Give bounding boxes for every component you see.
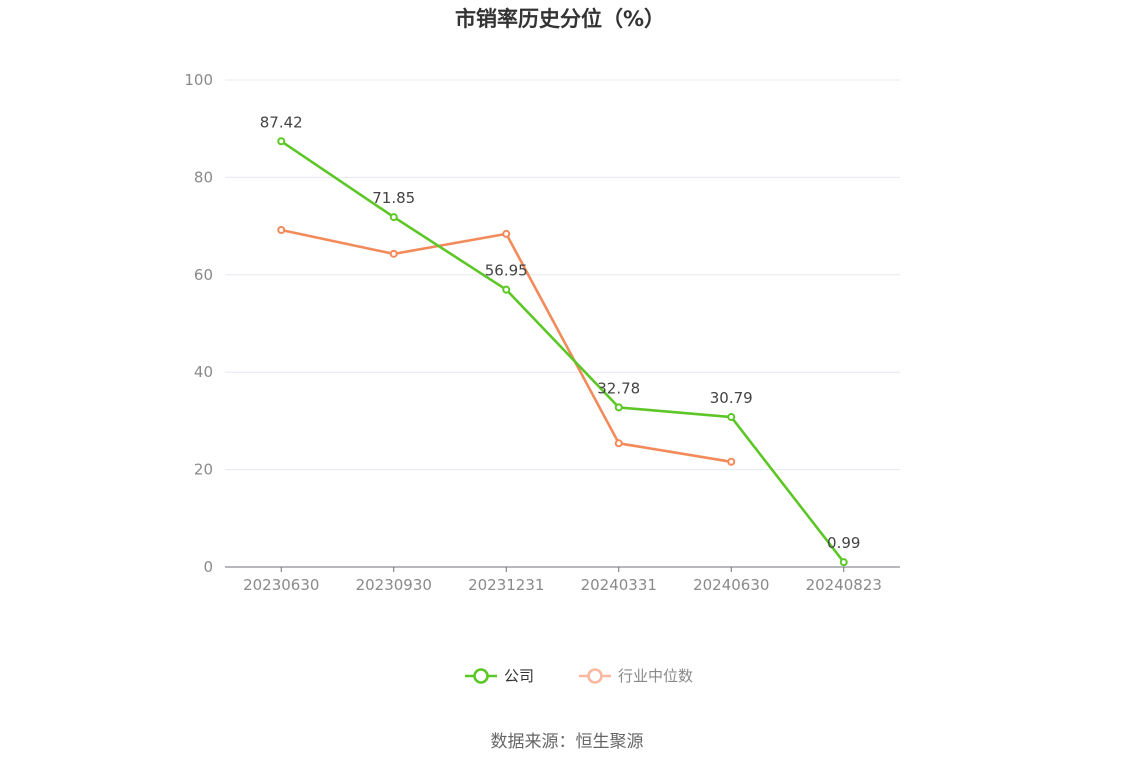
legend-item-1[interactable]: 行业中位数 [579,667,693,685]
data-labels: 87.42 71.85 56.95 32.78 30.79 0.99 [260,113,861,552]
y-tick-label: 100 [184,71,213,89]
legend-label: 行业中位数 [618,667,693,685]
data-point[interactable] [277,137,286,146]
y-tick-label: 0 [203,558,213,576]
y-tick-label: 40 [194,363,213,381]
y-tick-label: 80 [194,168,213,186]
x-tick-label: 20230630 [243,576,319,594]
plot-area [277,137,848,567]
data-point[interactable] [727,457,736,466]
y-tick-label: 60 [194,266,213,284]
data-point[interactable] [389,213,398,222]
axes: 0 20 40 60 80 100 20230630 20230930 20231231 2024… [184,71,900,594]
x-tick-label: 20240823 [806,576,882,594]
y-tick-label: 20 [194,461,213,479]
x-tick-label: 20230930 [356,576,432,594]
x-tick-label: 20231231 [468,576,544,594]
data-point[interactable] [839,558,848,567]
data-label: 0.99 [827,534,860,552]
data-source-note: 数据来源：恒生聚源 [491,732,644,752]
data-label: 32.78 [597,379,640,397]
data-label: 56.95 [485,262,528,280]
data-point[interactable] [277,225,286,234]
data-label: 71.85 [372,189,415,207]
legend-marker [473,668,489,684]
legend-label: 公司 [504,667,534,685]
chart-title: 市销率历史分位（%） [455,7,665,31]
data-point[interactable] [389,249,398,258]
grid [225,79,900,471]
data-point[interactable] [727,413,736,422]
data-label: 30.79 [710,389,753,407]
x-tick-label: 20240331 [581,576,657,594]
series-line-0 [280,140,845,563]
x-tick-label: 20240630 [693,576,769,594]
data-label: 87.42 [260,113,303,131]
data-point[interactable] [614,403,623,412]
data-point[interactable] [614,439,623,448]
data-point[interactable] [502,285,511,294]
data-point[interactable] [502,229,511,238]
legend-item-0[interactable]: 公司 [465,667,534,685]
legend-marker [587,668,603,684]
legend[interactable]: 公司 行业中位数 [465,667,693,685]
